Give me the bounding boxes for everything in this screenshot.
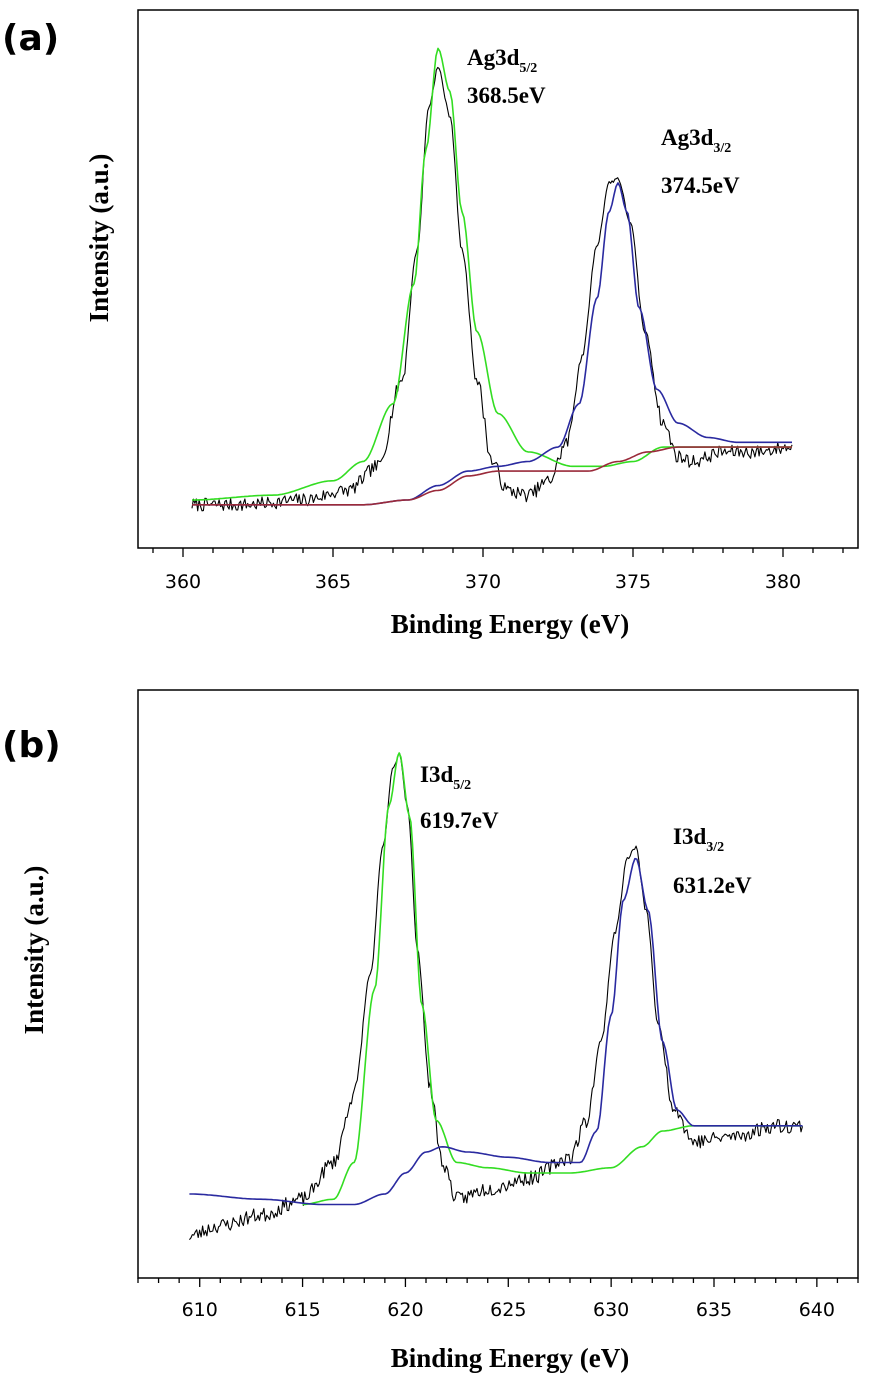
series-line-2	[189, 857, 803, 1206]
panel-label: (b)	[2, 725, 61, 766]
x-axis-title: Binding Energy (eV)	[391, 1343, 630, 1373]
y-axis-title: Intensity (a.u.)	[19, 866, 49, 1035]
series-line-0	[188, 752, 804, 1241]
peak-energy-label: 619.7eV	[420, 808, 499, 833]
x-tick-label: 620	[387, 1299, 423, 1321]
series-line-2	[192, 182, 792, 506]
x-tick-label: 625	[490, 1299, 526, 1321]
x-axis-title: Binding Energy (eV)	[391, 609, 630, 639]
plot-frame	[137, 689, 859, 1279]
x-tick-label: 380	[765, 571, 801, 593]
peak-label: I3d3/2	[673, 824, 724, 855]
x-tick-label: 640	[799, 1299, 835, 1321]
series-line-0	[191, 66, 793, 512]
peak-energy-label: 631.2eV	[673, 873, 752, 898]
x-tick-label: 370	[465, 571, 501, 593]
panel-label: (a)	[2, 18, 59, 59]
plot-frame	[137, 9, 859, 549]
peak-energy-label: 374.5eV	[661, 173, 740, 198]
x-tick-label: 610	[182, 1299, 218, 1321]
series-line-1	[192, 47, 792, 501]
peak-label: Ag3d3/2	[661, 125, 731, 156]
series-line-1	[302, 752, 803, 1206]
x-tick-label: 635	[696, 1299, 732, 1321]
y-axis-title: Intensity (a.u.)	[84, 154, 114, 323]
peak-label: I3d5/2	[420, 762, 471, 793]
x-tick-label: 365	[315, 571, 351, 593]
series-line-3	[192, 446, 792, 506]
panel-b: (b) 610 615 620 625 630 635 640 Binding Energy (…	[2, 689, 859, 1373]
peak-energy-label: 368.5eV	[467, 83, 546, 108]
x-tick-label: 630	[593, 1299, 629, 1321]
x-tick-label: 375	[615, 571, 651, 593]
x-tick-label: 360	[165, 571, 201, 593]
peak-label: Ag3d5/2	[467, 45, 537, 76]
x-tick-label: 615	[284, 1299, 320, 1321]
panel-a: (a) 360 365 370 375 380 Binding Energy (eV) Int…	[2, 9, 859, 639]
